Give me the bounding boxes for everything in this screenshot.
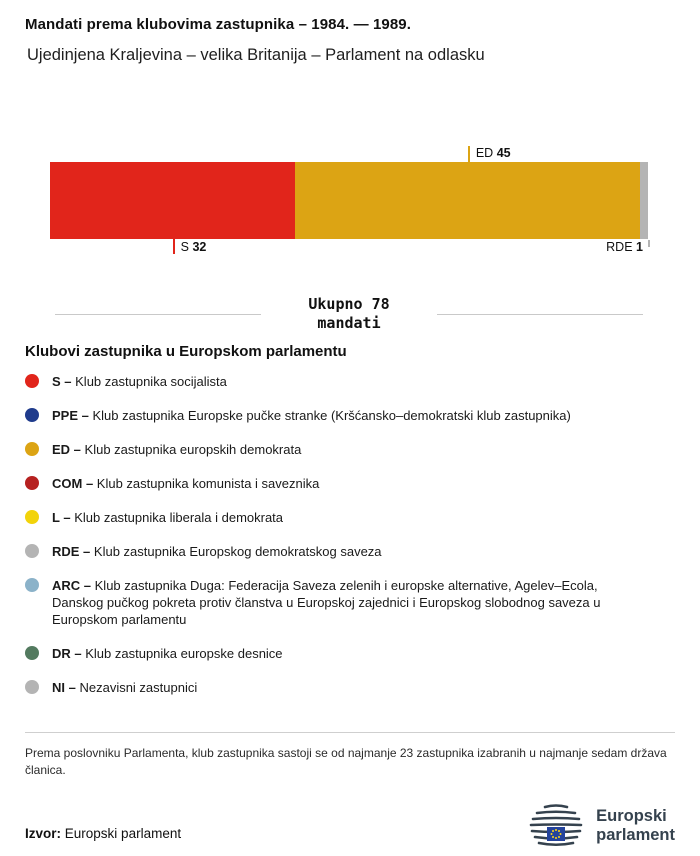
legend-item-s: S – Klub zastupnika socijalista xyxy=(25,373,675,390)
seats-bar-chart: ED 45 S 32 RDE 1 Ukupno 78 mandati xyxy=(0,146,700,333)
legend-color-dot xyxy=(25,510,39,524)
bar-segment-ed xyxy=(295,162,641,239)
legend-item-ed: ED – Klub zastupnika europskih demokrata xyxy=(25,441,675,458)
bar-wrap: ED 45 S 32 RDE 1 xyxy=(50,146,650,254)
legend-item-label: NI – Nezavisni zastupnici xyxy=(52,680,198,695)
total-line-1: Ukupno 78 xyxy=(308,295,390,313)
legend: Klubovi zastupnika u Europskom parlament… xyxy=(25,343,675,696)
bar-segment-s xyxy=(50,162,296,239)
legend-color-dot xyxy=(25,544,39,558)
annotation-s-label: S 32 xyxy=(180,239,207,254)
europski-parlament-logo: Europski parlament xyxy=(525,801,675,851)
tick-line xyxy=(172,239,175,254)
legend-item-com: COM – Klub zastupnika komunista i savezn… xyxy=(25,475,675,492)
tick-line xyxy=(467,146,470,162)
annotation-s: S 32 xyxy=(172,239,207,254)
legend-item-label: PPE – Klub zastupnika Europske pučke str… xyxy=(52,408,571,423)
legend-item-dr: DR – Klub zastupnika europske desnice xyxy=(25,645,675,662)
bar-segment-rde xyxy=(640,162,648,239)
legend-heading: Klubovi zastupnika u Europskom parlament… xyxy=(25,343,347,360)
eu-flag-icon xyxy=(547,827,566,841)
bottom-row: Izvor: Europski parlament xyxy=(25,801,675,851)
legend-item-label: ED – Klub zastupnika europskih demokrata xyxy=(52,442,302,457)
legend-item-label: DR – Klub zastupnika europske desnice xyxy=(52,646,283,661)
legend-color-dot xyxy=(25,578,39,592)
legend-color-dot xyxy=(25,374,39,388)
legend-color-dot xyxy=(25,442,39,456)
page-title: Mandati prema klubovima zastupnika – 198… xyxy=(25,16,411,33)
legend-item-l: L – Klub zastupnika liberala i demokrata xyxy=(25,509,675,526)
annotation-rde: RDE 1 xyxy=(606,240,650,254)
annotation-ed: ED 45 xyxy=(467,146,511,162)
legend-item-label: RDE – Klub zastupnika Europskog demokrat… xyxy=(52,544,382,559)
logo-wordmark: Europski parlament xyxy=(596,807,675,845)
legend-item-ni: NI – Nezavisni zastupnici xyxy=(25,679,675,696)
legend-list: S – Klub zastupnika socijalista PPE – Kl… xyxy=(25,373,675,696)
legend-item-label: S – Klub zastupnika socijalista xyxy=(52,374,227,389)
legend-color-dot xyxy=(25,680,39,694)
legend-color-dot xyxy=(25,476,39,490)
legend-item-label: COM – Klub zastupnika komunista i savezn… xyxy=(52,476,320,491)
legend-item-rde: RDE – Klub zastupnika Europskog demokrat… xyxy=(25,543,675,560)
logo-word-2: parlament xyxy=(596,826,675,844)
legend-item-label: L – Klub zastupnika liberala i demokrata xyxy=(52,510,284,525)
footer: Prema poslovniku Parlamenta, klub zastup… xyxy=(25,732,675,851)
tick-line xyxy=(648,240,650,247)
stacked-bar xyxy=(50,162,648,239)
annotation-rde-label: RDE 1 xyxy=(606,240,643,254)
source-line: Izvor: Europski parlament xyxy=(25,826,182,841)
legend-item-label: ARC – Klub zastupnika Duga: Federacija S… xyxy=(52,578,601,627)
annotation-ed-label: ED 45 xyxy=(475,146,511,160)
total-row: Ukupno 78 mandati xyxy=(55,295,643,333)
parliament-hemicycle-icon xyxy=(529,804,583,847)
separator-line xyxy=(437,313,643,315)
logo-word-1: Europski xyxy=(596,807,667,825)
footnote: Prema poslovniku Parlamenta, klub zastup… xyxy=(25,732,675,779)
legend-item-ppe: PPE – Klub zastupnika Europske pučke str… xyxy=(25,407,675,424)
header: Mandati prema klubovima zastupnika – 198… xyxy=(0,0,700,65)
legend-color-dot xyxy=(25,646,39,660)
page-subtitle: Ujedinjena Kraljevina – velika Britanija… xyxy=(27,46,485,64)
separator-line xyxy=(55,313,261,315)
total-mandates-label: Ukupno 78 mandati xyxy=(279,295,419,333)
legend-color-dot xyxy=(25,408,39,422)
legend-item-arc: ARC – Klub zastupnika Duga: Federacija S… xyxy=(25,577,675,628)
total-line-2: mandati xyxy=(317,314,381,332)
